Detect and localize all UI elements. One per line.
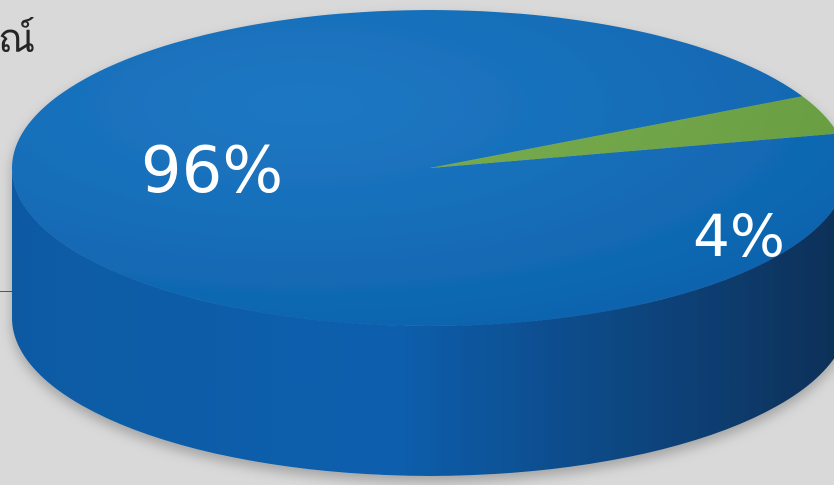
data-label-4: 4%	[693, 202, 785, 270]
partial-title-text: ณ์	[0, 16, 36, 62]
pie-slice-side-96	[12, 168, 834, 476]
pie-top-shading	[12, 10, 834, 326]
data-label-96: 96%	[141, 134, 283, 208]
